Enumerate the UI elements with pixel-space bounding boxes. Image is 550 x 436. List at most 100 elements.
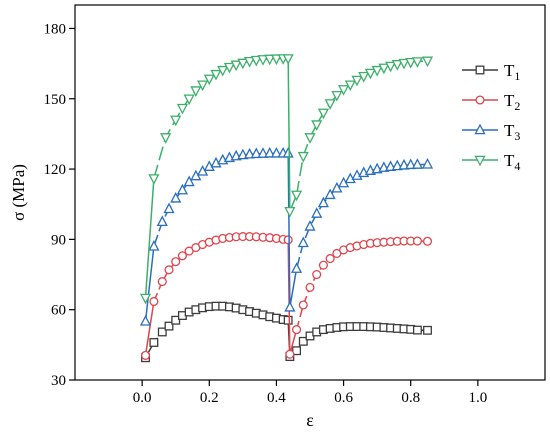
plot-frame — [74, 4, 546, 381]
data-point — [282, 54, 294, 65]
series-t2 — [140, 232, 433, 360]
data-point — [176, 103, 189, 115]
y-tick-label: 30 — [51, 373, 66, 389]
x-tick-label: 0.6 — [334, 390, 353, 406]
data-point — [317, 196, 330, 208]
data-point — [284, 300, 296, 312]
series-t4 — [139, 54, 434, 305]
data-point — [311, 120, 323, 131]
plot-marks — [139, 54, 434, 363]
data-point — [421, 157, 434, 169]
data-point — [304, 133, 316, 144]
data-point — [257, 147, 269, 158]
legend-label: T4 — [504, 151, 520, 173]
data-point — [160, 133, 172, 144]
data-point — [325, 254, 335, 264]
data-point — [250, 55, 262, 67]
data-point — [474, 123, 486, 135]
data-point — [157, 327, 167, 337]
data-point — [312, 269, 322, 280]
data-point — [257, 55, 269, 66]
x-tick-label: 0.0 — [133, 390, 152, 406]
y-tick-label: 150 — [44, 92, 67, 108]
data-point — [378, 63, 390, 75]
series-line-initial — [289, 268, 298, 308]
x-tick-label: 0.4 — [267, 390, 286, 406]
data-point — [298, 300, 308, 310]
data-point — [391, 60, 403, 71]
data-point — [243, 57, 256, 68]
data-point — [148, 240, 160, 251]
data-point — [183, 175, 195, 187]
series-line-initial — [144, 178, 155, 299]
data-point — [398, 158, 410, 170]
data-point — [243, 147, 256, 159]
series-drop-line — [287, 58, 291, 212]
data-point — [475, 95, 485, 105]
data-point — [305, 282, 315, 292]
data-point — [324, 188, 336, 200]
y-axis-label: σ (MPa) — [9, 164, 28, 221]
data-point — [149, 296, 159, 307]
data-point — [171, 315, 181, 325]
data-point — [196, 80, 209, 92]
series-line-initial — [144, 301, 155, 356]
data-point — [423, 325, 432, 335]
data-point — [164, 321, 174, 331]
series-line — [153, 235, 289, 302]
data-point — [176, 183, 189, 195]
legend-item-t3: T3 — [462, 121, 520, 143]
data-point — [283, 315, 293, 325]
data-point — [304, 220, 316, 231]
axis-ticks: 0.0 0.2 0.4 0.6 0.8 1.0 30 60 90 120 150 180 — [44, 21, 488, 406]
legend-label: T3 — [504, 121, 520, 143]
data-point — [164, 265, 174, 275]
legend-item-t1: T1 — [462, 61, 520, 83]
data-point — [290, 262, 303, 273]
data-point — [412, 236, 422, 246]
data-point — [411, 158, 424, 169]
series-line-initial — [144, 246, 155, 322]
data-point — [264, 146, 276, 158]
data-point — [270, 146, 283, 158]
data-point — [384, 61, 397, 73]
series-line — [295, 240, 428, 330]
data-point — [405, 158, 417, 170]
legend-label: T1 — [504, 61, 520, 83]
data-point — [324, 99, 336, 110]
data-point — [290, 190, 303, 202]
data-point — [284, 206, 296, 218]
data-point — [163, 202, 175, 214]
x-tick-label: 0.8 — [401, 390, 420, 406]
data-point — [283, 235, 293, 245]
data-point — [139, 315, 152, 326]
legend-item-t4: T4 — [462, 151, 520, 173]
data-point — [223, 62, 236, 74]
data-point — [371, 65, 383, 77]
x-axis-label: ε — [306, 410, 314, 430]
data-point — [139, 293, 152, 305]
data-point — [170, 115, 182, 127]
data-point — [177, 251, 187, 261]
data-point — [474, 155, 486, 167]
data-point — [149, 338, 159, 347]
data-point — [405, 57, 417, 69]
data-point — [412, 325, 422, 335]
data-point — [358, 72, 370, 83]
data-point — [270, 54, 283, 66]
y-tick-label: 90 — [51, 232, 66, 248]
data-point — [331, 90, 343, 102]
legend: T1 T2 T3 T4 — [462, 61, 520, 173]
data-point — [170, 191, 182, 203]
data-point — [210, 69, 222, 81]
x-tick-label: 1.0 — [468, 390, 487, 406]
data-point — [264, 54, 276, 66]
x-tick-label: 0.2 — [200, 390, 219, 406]
data-point — [190, 86, 202, 97]
data-point — [351, 75, 363, 87]
data-point — [285, 349, 295, 359]
data-point — [351, 169, 363, 180]
data-point — [292, 346, 302, 356]
data-point — [337, 85, 350, 96]
